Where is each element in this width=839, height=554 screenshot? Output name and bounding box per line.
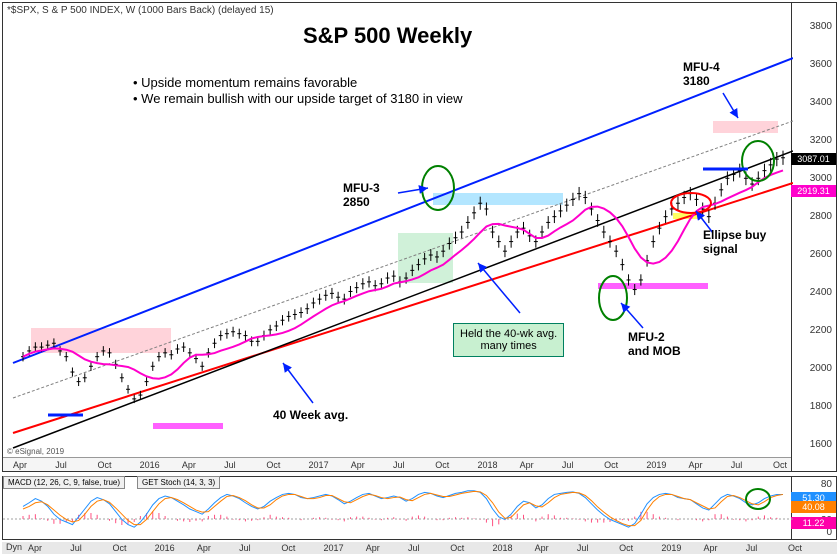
ytick: 3600 bbox=[810, 59, 832, 70]
arrow-held40 bbox=[478, 263, 520, 313]
ytick: 3800 bbox=[810, 21, 832, 32]
dyn-label: Dyn bbox=[6, 542, 22, 552]
stoch-slow-line bbox=[23, 491, 783, 525]
lower-channel-line bbox=[13, 183, 793, 433]
mfu3-label: MFU-32850 bbox=[343, 181, 380, 209]
tag-slow: 40.08 bbox=[791, 501, 836, 513]
ytick: 2800 bbox=[810, 211, 832, 222]
ytick: 2200 bbox=[810, 325, 832, 336]
arrow-mfu4 bbox=[723, 93, 738, 118]
indicator-chart: MACD (12, 26, C, 9, false, true) GET Sto… bbox=[2, 476, 837, 540]
ytick: 3400 bbox=[810, 97, 832, 108]
ellipse-buy-label: Ellipse buy signal bbox=[703, 228, 766, 256]
ytick: 3000 bbox=[810, 173, 832, 184]
ytick: 3200 bbox=[810, 135, 832, 146]
mfu2-mob-label: MFU-2 and MOB bbox=[628, 330, 681, 358]
avg40wk-label: 40 Week avg. bbox=[273, 408, 348, 422]
ytick: 1600 bbox=[810, 439, 832, 450]
main-chart-svg bbox=[3, 3, 793, 459]
held40wk-callout: Held the 40-wk avg. many times bbox=[453, 323, 564, 357]
ytick: 2600 bbox=[810, 249, 832, 260]
mfu4-label: MFU-43180 bbox=[683, 60, 720, 88]
price-tag-ma: 2919.31 bbox=[791, 185, 836, 197]
y-axis: 3800 3600 3400 3200 3000 2800 2600 2400 … bbox=[791, 3, 836, 471]
bottom-bar: Dyn AprJulOct2016AprJulOct2017AprJulOct2… bbox=[2, 542, 837, 554]
highlight-magenta-2 bbox=[598, 283, 708, 289]
copyright: © eSignal, 2019 bbox=[7, 447, 64, 456]
highlight-pink-2 bbox=[713, 121, 778, 133]
arrow-mfu2 bbox=[621, 303, 643, 328]
stoch-fast-line bbox=[23, 491, 783, 527]
arrow-mfu3 bbox=[398, 188, 428, 193]
price-tag-last: 3087.01 bbox=[791, 153, 836, 165]
highlight-magenta-1 bbox=[153, 423, 223, 429]
ellipse-2 bbox=[599, 276, 627, 320]
x-axis: AprJulOct2016AprJulOct2017AprJulOct2018A… bbox=[3, 457, 791, 471]
ytick: 2400 bbox=[810, 287, 832, 298]
ytick: 1800 bbox=[810, 401, 832, 412]
tag-hist: 11.22 bbox=[791, 517, 836, 529]
ytick: 2000 bbox=[810, 363, 832, 374]
indicator-svg bbox=[3, 477, 793, 541]
main-chart: *$SPX, S & P 500 INDEX, W (1000 Bars Bac… bbox=[2, 2, 837, 472]
arrow-40wk bbox=[283, 363, 313, 403]
ind-ellipse bbox=[746, 489, 770, 509]
